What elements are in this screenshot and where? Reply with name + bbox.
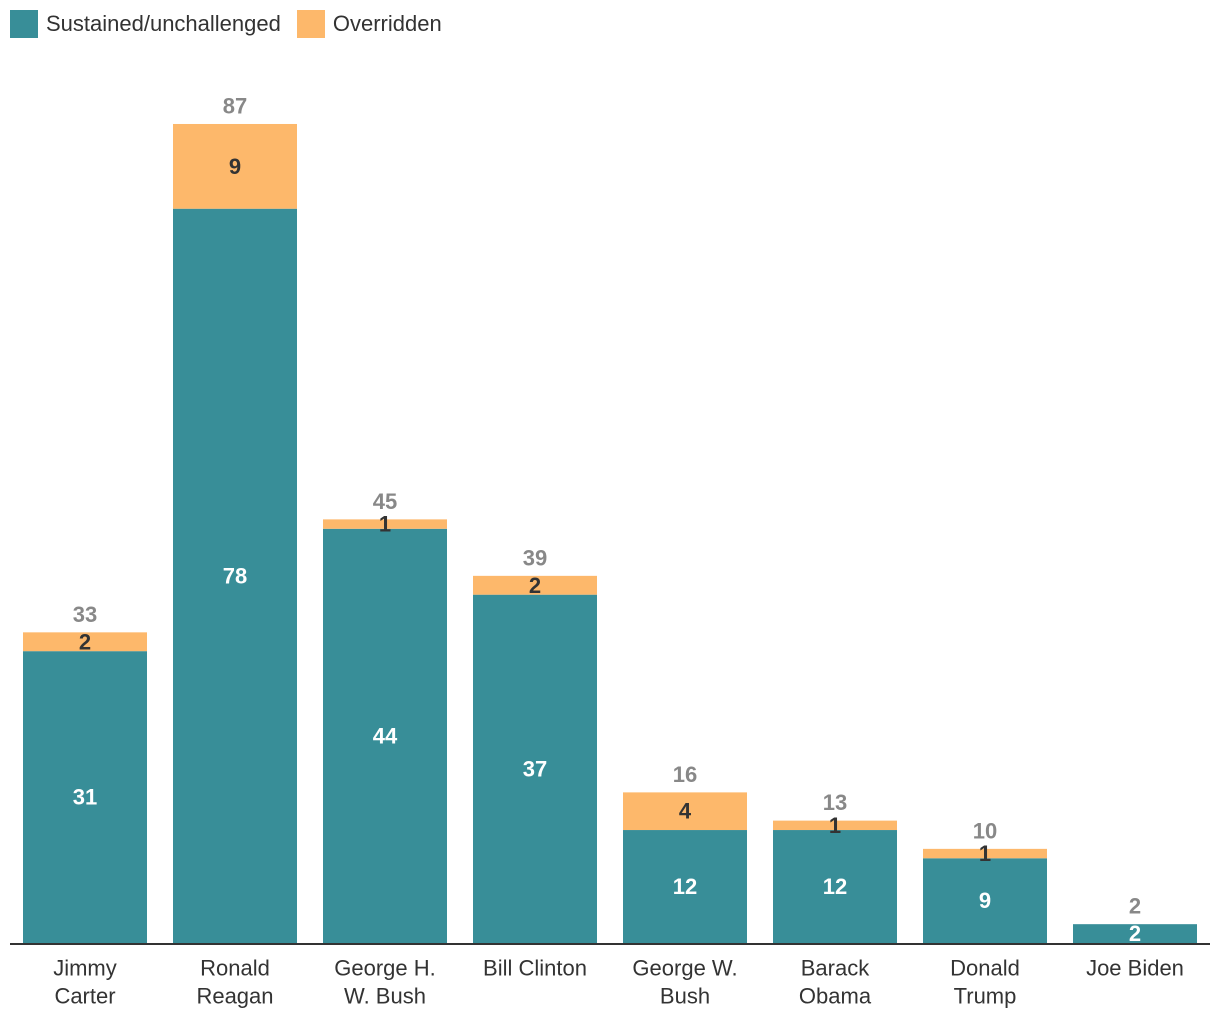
category-label-5-0: Barack [801, 956, 870, 981]
legend-item-sustained[interactable]: Sustained/unchallenged [10, 10, 281, 38]
value-label-overridden-0: 2 [79, 629, 91, 654]
total-label-6: 10 [973, 818, 997, 843]
bar-overridden-6 [923, 848, 1047, 859]
bar-overridden-0 [23, 632, 147, 652]
category-label-5-1: Obama [799, 984, 872, 1009]
value-label-sustained-3: 37 [523, 756, 547, 781]
bar-sustained-7 [1073, 924, 1197, 943]
bar-sustained-5 [773, 830, 897, 943]
value-label-sustained-0: 31 [73, 785, 97, 810]
total-label-7: 2 [1129, 894, 1141, 919]
bar-sustained-1 [173, 208, 297, 943]
legend: Sustained/unchallenged Overridden [10, 10, 442, 38]
value-label-sustained-6: 9 [979, 888, 991, 913]
category-label-4-1: Bush [660, 984, 710, 1009]
category-label-1-1: Reagan [196, 984, 273, 1009]
category-label-2-1: W. Bush [344, 984, 426, 1009]
value-label-overridden-4: 4 [679, 799, 692, 824]
total-label-4: 16 [673, 762, 697, 787]
total-label-0: 33 [73, 602, 97, 627]
total-label-5: 13 [823, 790, 847, 815]
category-label-6-1: Trump [954, 984, 1017, 1009]
legend-label-sustained: Sustained/unchallenged [46, 11, 281, 36]
category-label-6-0: Donald [950, 956, 1020, 981]
total-label-1: 87 [223, 93, 247, 118]
bar-sustained-6 [923, 858, 1047, 943]
category-label-4-0: George W. [632, 956, 737, 981]
total-label-2: 45 [373, 489, 397, 514]
value-label-overridden-1: 9 [229, 154, 241, 179]
value-label-overridden-3: 2 [529, 573, 541, 598]
legend-swatch-overridden [296, 10, 325, 38]
bar-overridden-3 [473, 575, 597, 595]
category-label-0-0: Jimmy [53, 956, 117, 981]
value-label-overridden-5: 1 [829, 813, 841, 838]
value-label-sustained-4: 12 [673, 874, 697, 899]
bar-overridden-4 [623, 792, 747, 831]
legend-swatch-sustained [10, 10, 38, 38]
value-label-overridden-2: 1 [379, 512, 391, 537]
total-label-3: 39 [523, 545, 547, 570]
bar-sustained-2 [323, 528, 447, 943]
bar-sustained-4 [623, 830, 747, 943]
category-label-1-0: Ronald [200, 956, 270, 981]
value-label-sustained-5: 12 [823, 874, 847, 899]
legend-item-overridden[interactable]: Overridden [296, 10, 442, 38]
bar-sustained-0 [23, 651, 147, 943]
category-label-2-0: George H. [334, 956, 436, 981]
value-label-sustained-2: 44 [373, 723, 398, 748]
value-label-overridden-6: 1 [979, 841, 991, 866]
bar-overridden-2 [323, 519, 447, 529]
legend-label-overridden: Overridden [332, 11, 442, 36]
category-label-3-0: Bill Clinton [483, 956, 587, 981]
category-label-7-0: Joe Biden [1086, 956, 1184, 981]
value-label-sustained-1: 78 [223, 563, 247, 588]
bar-overridden-1 [173, 123, 297, 209]
value-label-sustained-7: 2 [1129, 921, 1141, 946]
bar-sustained-3 [473, 594, 597, 943]
category-label-0-1: Carter [54, 984, 115, 1009]
bar-overridden-5 [773, 820, 897, 831]
